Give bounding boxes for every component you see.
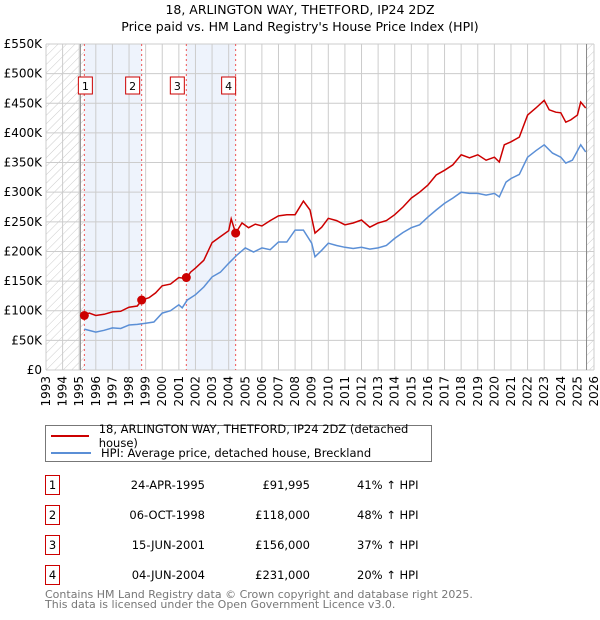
- x-tick-label: 1996: [89, 376, 103, 407]
- x-tick-label: 2020: [487, 376, 501, 407]
- y-tick-label: £400K: [4, 126, 44, 140]
- x-tick-label: 1999: [139, 376, 153, 407]
- sale-price: £118,000: [255, 508, 310, 522]
- y-tick-label: £50K: [11, 333, 43, 347]
- x-tick-label: 1993: [39, 376, 53, 407]
- x-tick-label: 2021: [504, 376, 518, 407]
- sale-point: [79, 310, 89, 320]
- sale-price: £156,000: [255, 538, 310, 552]
- legend: 18, ARLINGTON WAY, THETFORD, IP24 2DZ (d…: [45, 422, 432, 462]
- x-tick-label: 2003: [205, 376, 219, 407]
- x-tick-label: 2023: [537, 376, 551, 407]
- table-row: 2 06-OCT-1998 £118,000 48% ↑ HPI: [45, 505, 465, 525]
- x-tick-label: 2014: [388, 376, 402, 407]
- footer-line-2: This data is licensed under the Open Gov…: [45, 598, 396, 611]
- hatched-region-before: [46, 44, 85, 370]
- footer-line-1: Contains HM Land Registry data © Crown c…: [45, 588, 473, 601]
- sale-point: [231, 228, 241, 238]
- table-row: 4 04-JUN-2004 £231,000 20% ↑ HPI: [45, 565, 465, 585]
- y-tick-label: £250K: [4, 215, 44, 229]
- shaded-period: [186, 44, 236, 370]
- legend-swatch-blue: [51, 452, 91, 454]
- y-tick-label: £550K: [4, 37, 44, 51]
- y-tick-label: £350K: [4, 156, 44, 170]
- sale-number-label: 4: [225, 80, 232, 93]
- sale-date: 04-JUN-2004: [131, 568, 205, 582]
- x-tick-label: 2024: [554, 376, 568, 407]
- y-tick-label: £500K: [4, 67, 44, 81]
- legend-item-hpi: HPI: Average price, detached house, Brec…: [46, 445, 371, 461]
- table-row: 3 15-JUN-2001 £156,000 37% ↑ HPI: [45, 535, 465, 555]
- x-tick-label: 2026: [587, 376, 600, 407]
- sale-date: 15-JUN-2001: [131, 538, 205, 552]
- x-tick-label: 2001: [172, 376, 186, 407]
- legend-swatch-red: [51, 435, 89, 437]
- sale-number-label: 2: [129, 80, 136, 93]
- y-tick-label: £200K: [4, 244, 44, 258]
- x-tick-label: 2007: [271, 376, 285, 407]
- sale-number-box: [221, 76, 237, 95]
- x-tick-label: 2022: [521, 376, 535, 407]
- table-row: 1 24-APR-1995 £91,995 41% ↑ HPI: [45, 475, 465, 495]
- shaded-period: [84, 44, 142, 370]
- sale-date: 06-OCT-1998: [129, 508, 205, 522]
- x-tick-label: 2013: [371, 376, 385, 407]
- x-tick-label: 2012: [355, 376, 369, 407]
- y-tick-label: £100K: [4, 304, 44, 318]
- sale-price: £231,000: [255, 568, 310, 582]
- sale-price: £91,995: [262, 478, 310, 492]
- legend-label: 18, ARLINGTON WAY, THETFORD, IP24 2DZ (d…: [98, 422, 409, 450]
- x-tick-label: 2005: [238, 376, 252, 407]
- sale-point: [137, 295, 147, 305]
- hatched-region-after: [586, 44, 594, 370]
- sale-hpi-change: 20% ↑ HPI: [357, 568, 419, 582]
- legend-item-property: 18, ARLINGTON WAY, THETFORD, IP24 2DZ (d…: [46, 422, 431, 450]
- y-tick-label: £0: [27, 363, 42, 377]
- sale-point: [181, 273, 191, 283]
- chart-title: 18, ARLINGTON WAY, THETFORD, IP24 2DZ: [165, 2, 434, 17]
- x-tick-label: 2017: [438, 376, 452, 407]
- sale-number-badge: 1: [45, 475, 60, 495]
- hpi-line: [84, 143, 587, 333]
- sale-hpi-change: 48% ↑ HPI: [357, 508, 419, 522]
- property-price-line: [83, 99, 587, 317]
- sale-number-box: [169, 76, 185, 95]
- sale-number-badge: 3: [45, 535, 60, 555]
- sale-date: 24-APR-1995: [130, 478, 205, 492]
- x-tick-label: 2018: [454, 376, 468, 407]
- x-tick-label: 1994: [56, 376, 70, 407]
- chart-subtitle: Price paid vs. HM Land Registry's House …: [121, 19, 478, 34]
- legend-label: HPI: Average price, detached house, Brec…: [101, 446, 372, 460]
- x-tick-label: 2019: [471, 376, 485, 407]
- x-tick-label: 2006: [255, 376, 269, 407]
- x-tick-label: 1997: [105, 376, 119, 407]
- x-tick-label: 1995: [72, 376, 86, 407]
- y-tick-label: £450K: [4, 96, 44, 110]
- sale-number-badge: 2: [45, 505, 60, 525]
- price-chart: 18, ARLINGTON WAY, THETFORD, IP24 2DZ Pr…: [4, 2, 600, 407]
- sale-hpi-change: 37% ↑ HPI: [357, 538, 419, 552]
- x-tick-label: 2008: [288, 376, 302, 407]
- y-tick-label: £150K: [4, 274, 44, 288]
- sale-number-label: 3: [174, 80, 181, 93]
- sale-number-label: 1: [82, 80, 89, 93]
- x-tick-label: 1998: [122, 376, 136, 407]
- x-tick-label: 2025: [570, 376, 584, 407]
- x-tick-label: 2000: [155, 376, 169, 407]
- x-tick-label: 2011: [338, 376, 352, 407]
- x-tick-label: 2016: [421, 376, 435, 407]
- sale-number-box: [77, 76, 93, 95]
- x-tick-label: 2015: [404, 376, 418, 407]
- sale-number-box: [125, 76, 141, 95]
- sale-hpi-change: 41% ↑ HPI: [357, 478, 419, 492]
- footer: Contains HM Land Registry data © Crown c…: [45, 588, 473, 611]
- x-tick-label: 2010: [321, 376, 335, 407]
- y-tick-label: £300K: [4, 185, 44, 199]
- x-tick-label: 2009: [305, 376, 319, 407]
- sale-number-badge: 4: [45, 565, 60, 585]
- x-tick-label: 2004: [222, 376, 236, 407]
- x-tick-label: 2002: [188, 376, 202, 407]
